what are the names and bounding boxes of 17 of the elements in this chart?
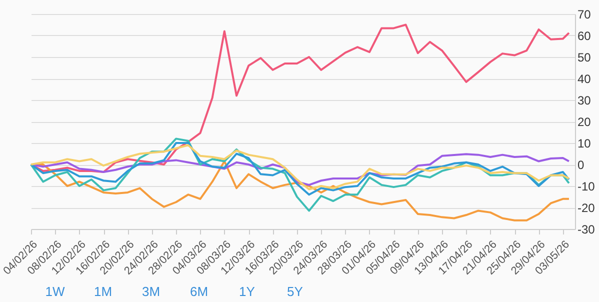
y-tick-label: 60 (578, 29, 592, 43)
y-tick-label: 50 (578, 50, 592, 64)
y-tick-label: 70 (578, 8, 592, 22)
text: 1M (94, 284, 112, 299)
y-tick-label: -10 (578, 180, 596, 194)
y-tick-label: -30 (578, 222, 596, 236)
y-tick-label: 10 (578, 136, 592, 150)
y-tick-label: 0 (578, 158, 584, 172)
text: 3M (142, 284, 160, 299)
text: 5Y (287, 284, 304, 299)
text: 1W (45, 284, 66, 299)
y-tick-label: 40 (578, 72, 592, 86)
text: 6M (190, 284, 208, 299)
y-tick-label: -20 (578, 201, 596, 215)
y-tick-label: 20 (578, 115, 592, 129)
y-tick-label: 30 (578, 94, 592, 108)
text: 1Y (239, 284, 256, 299)
